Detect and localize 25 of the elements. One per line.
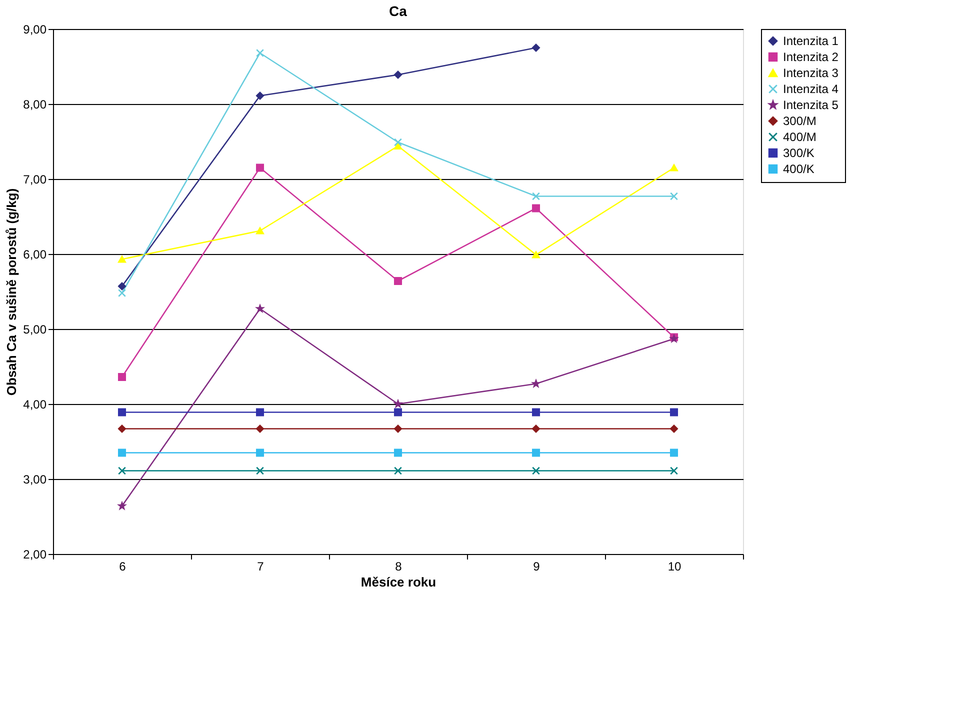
x-tick-label: 8: [395, 560, 402, 574]
x-tick-label: 7: [257, 560, 264, 574]
legend-label: 300/K: [783, 146, 814, 160]
x-axis-title: Měsíce roku: [360, 574, 436, 590]
legend-label: Intenzita 4: [783, 82, 839, 96]
legend-label: Intenzita 2: [783, 50, 839, 64]
x-tick-label: 9: [533, 560, 540, 574]
y-tick-label: 2,00: [23, 548, 47, 562]
chart-title: Ca: [389, 3, 408, 19]
y-tick-label: 3,00: [23, 472, 47, 486]
y-tick-label: 4,00: [23, 398, 47, 412]
y-tick-label: 9,00: [23, 22, 47, 36]
y-tick-label: 5,00: [23, 322, 47, 336]
legend-label: Intenzita 5: [783, 98, 839, 112]
y-tick-label: 6,00: [23, 248, 47, 262]
y-tick-label: 7,00: [23, 172, 47, 186]
x-tick-label: 10: [668, 560, 682, 574]
legend-label: 300/M: [783, 114, 816, 128]
y-tick-label: 8,00: [23, 98, 47, 112]
legend-label: Intenzita 1: [783, 34, 839, 48]
legend-label: 400/K: [783, 162, 814, 176]
legend-label: 400/M: [783, 130, 816, 144]
x-tick-label: 6: [119, 560, 126, 574]
legend-label: Intenzita 3: [783, 66, 839, 80]
y-axis-title: Obsah Ca v sušině porostů (g/kg): [4, 188, 20, 396]
